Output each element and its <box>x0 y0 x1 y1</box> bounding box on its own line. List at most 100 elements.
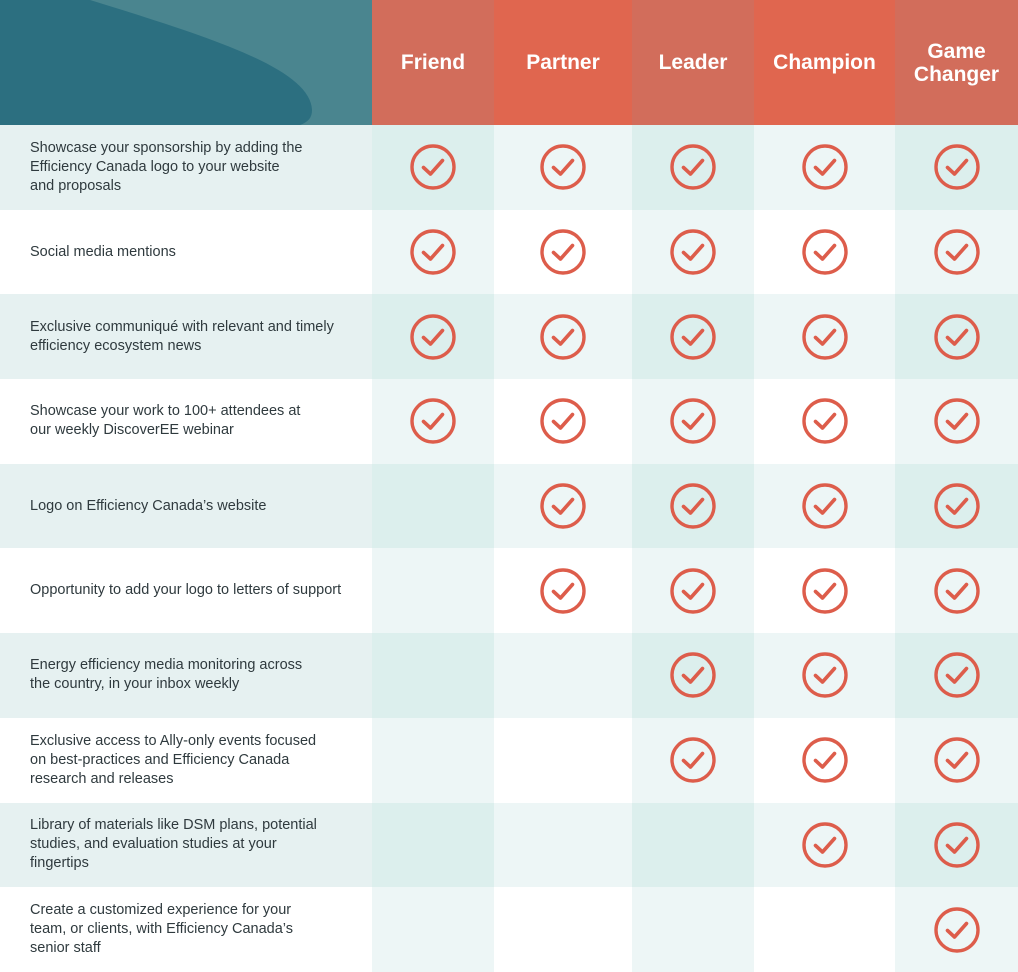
check-circle-icon <box>539 313 587 361</box>
check-circle-icon <box>933 228 981 276</box>
check-circle-icon <box>539 143 587 191</box>
check-circle-icon <box>801 313 849 361</box>
feature-label: Showcase your work to 100+ attendees at … <box>0 379 372 464</box>
feature-label: Energy efficiency media monitoring acros… <box>0 633 372 718</box>
tier-cell <box>372 717 494 803</box>
tier-header-2: Leader <box>632 0 754 125</box>
tier-cell <box>754 125 895 210</box>
tier-cell <box>895 463 1018 549</box>
tier-cell <box>632 548 754 634</box>
tier-cell <box>895 802 1018 888</box>
tier-cell <box>632 887 754 972</box>
feature-label: Library of materials like DSM plans, pot… <box>0 802 372 888</box>
check-circle-icon <box>409 143 457 191</box>
check-circle-icon <box>539 228 587 276</box>
tier-cell <box>754 209 895 295</box>
feature-label: Social media mentions <box>0 209 372 295</box>
feature-label: Opportunity to add your logo to letters … <box>0 548 372 634</box>
tier-cell <box>632 125 754 210</box>
tier-header-1: Partner <box>494 0 632 125</box>
feature-row: Showcase your work to 100+ attendees at … <box>0 379 1018 464</box>
check-circle-icon <box>801 567 849 615</box>
tier-cell <box>895 209 1018 295</box>
check-circle-icon <box>669 397 717 445</box>
check-circle-icon <box>933 651 981 699</box>
check-circle-icon <box>669 228 717 276</box>
teal-wave-graphic <box>0 0 372 125</box>
tier-cell <box>895 887 1018 972</box>
tier-cell <box>372 209 494 295</box>
tier-cell <box>494 717 632 803</box>
feature-row: Energy efficiency media monitoring acros… <box>0 633 1018 718</box>
check-circle-icon <box>669 482 717 530</box>
tier-cell <box>754 633 895 718</box>
tier-cell <box>754 294 895 380</box>
check-circle-icon <box>933 736 981 784</box>
check-circle-icon <box>933 821 981 869</box>
check-circle-icon <box>409 228 457 276</box>
tier-cell <box>632 802 754 888</box>
check-circle-icon <box>801 397 849 445</box>
feature-row: Create a customized experience for your … <box>0 887 1018 972</box>
feature-row: Exclusive access to Ally-only events foc… <box>0 717 1018 803</box>
check-circle-icon <box>669 143 717 191</box>
check-circle-icon <box>539 397 587 445</box>
tier-cell <box>895 379 1018 464</box>
tier-cell <box>372 379 494 464</box>
tier-cell <box>494 887 632 972</box>
check-circle-icon <box>539 567 587 615</box>
tier-cell <box>494 125 632 210</box>
feature-label: Create a customized experience for your … <box>0 887 372 972</box>
tier-cell <box>754 379 895 464</box>
corner-decoration <box>0 0 372 125</box>
check-circle-icon <box>933 397 981 445</box>
check-circle-icon <box>933 482 981 530</box>
check-circle-icon <box>933 313 981 361</box>
check-circle-icon <box>409 397 457 445</box>
check-circle-icon <box>933 143 981 191</box>
feature-label: Exclusive access to Ally-only events foc… <box>0 717 372 803</box>
tier-header-4: Game Changer <box>895 0 1018 125</box>
tier-cell <box>754 463 895 549</box>
tier-header-3: Champion <box>754 0 895 125</box>
tier-cell <box>632 209 754 295</box>
check-circle-icon <box>801 143 849 191</box>
tier-cell <box>632 379 754 464</box>
tier-cell <box>895 294 1018 380</box>
tier-cell <box>895 717 1018 803</box>
tier-cell <box>494 802 632 888</box>
check-circle-icon <box>539 482 587 530</box>
feature-row: Opportunity to add your logo to letters … <box>0 548 1018 634</box>
tier-cell <box>754 717 895 803</box>
check-circle-icon <box>669 651 717 699</box>
feature-label: Showcase your sponsorship by adding the … <box>0 125 372 210</box>
tier-cell <box>372 887 494 972</box>
check-circle-icon <box>801 821 849 869</box>
check-circle-icon <box>801 736 849 784</box>
feature-label: Exclusive communiqué with relevant and t… <box>0 294 372 380</box>
check-circle-icon <box>801 228 849 276</box>
tier-cell <box>372 463 494 549</box>
feature-rows: Showcase your sponsorship by adding the … <box>0 125 1018 972</box>
check-circle-icon <box>801 482 849 530</box>
tier-header-row: Friend Partner Leader Champion Game Changer <box>0 0 1018 125</box>
tier-cell <box>632 463 754 549</box>
tier-cell <box>754 887 895 972</box>
tier-cell <box>372 294 494 380</box>
tier-cell <box>494 379 632 464</box>
tier-headers: Friend Partner Leader Champion Game Changer <box>372 0 1018 125</box>
feature-row: Showcase your sponsorship by adding the … <box>0 125 1018 210</box>
check-circle-icon <box>669 736 717 784</box>
check-circle-icon <box>669 313 717 361</box>
tier-cell <box>895 125 1018 210</box>
feature-row: Social media mentions <box>0 209 1018 295</box>
check-circle-icon <box>933 567 981 615</box>
check-circle-icon <box>669 567 717 615</box>
tier-cell <box>632 294 754 380</box>
feature-row: Library of materials like DSM plans, pot… <box>0 802 1018 888</box>
feature-label: Logo on Efficiency Canada’s website <box>0 463 372 549</box>
feature-row: Logo on Efficiency Canada’s website <box>0 463 1018 549</box>
feature-row: Exclusive communiqué with relevant and t… <box>0 294 1018 380</box>
tier-cell <box>754 802 895 888</box>
